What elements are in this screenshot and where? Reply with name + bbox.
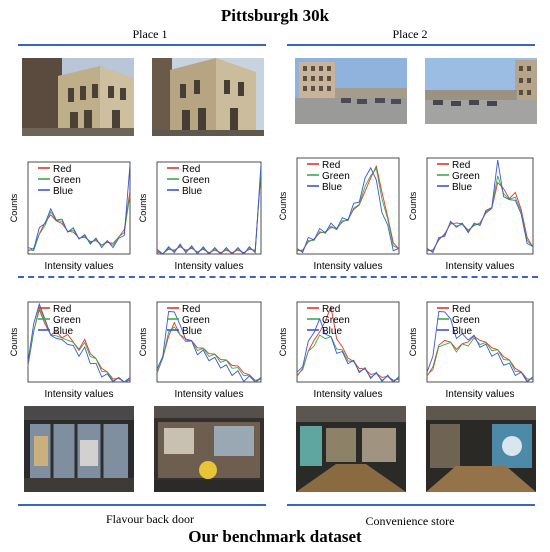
series-line-blue xyxy=(296,166,400,254)
legend-label-blue: Blue xyxy=(182,326,202,337)
y-axis-label: Counts xyxy=(278,191,288,220)
legend-label-red: Red xyxy=(452,160,470,171)
legend-label-green: Green xyxy=(182,315,210,326)
x-axis-label: Intensity values xyxy=(45,261,114,272)
plot-frame xyxy=(27,301,131,383)
series-line-blue xyxy=(27,164,131,250)
series-line-green xyxy=(296,167,400,252)
caption-convenience-store: Convenience store xyxy=(365,514,455,528)
x-axis-label: Intensity values xyxy=(314,389,383,400)
plot-frame xyxy=(27,161,131,255)
legend-label-green: Green xyxy=(53,315,81,326)
histogram-benchmark-left-b: Red Green Blue Counts Intensity values xyxy=(137,292,265,402)
footer-title: Our benchmark dataset xyxy=(188,527,362,546)
legend-label-blue: Blue xyxy=(322,326,342,337)
y-axis-label: Counts xyxy=(408,191,418,220)
legend-label-green: Green xyxy=(53,175,81,186)
place-2-bottom-rule xyxy=(287,504,535,506)
y-axis-label: Counts xyxy=(408,327,418,356)
legend-label-red: Red xyxy=(322,160,340,171)
legend-label-green: Green xyxy=(322,315,350,326)
series-line-red xyxy=(27,190,131,252)
legend-label-blue: Blue xyxy=(53,326,73,337)
series-line-blue xyxy=(426,311,534,383)
series-line-red xyxy=(156,321,262,381)
series-line-green xyxy=(296,334,400,383)
place-1-photo-b xyxy=(152,58,264,136)
legend-label-blue: Blue xyxy=(452,182,472,193)
place-2-label: Place 2 xyxy=(392,27,428,41)
histogram-place2-b: Red Green Blue Counts Intensity values xyxy=(407,148,537,274)
series-line-blue xyxy=(156,164,262,255)
series-line-green xyxy=(426,175,534,252)
legend-label-red: Red xyxy=(53,164,71,175)
x-axis-label: Intensity values xyxy=(175,389,244,400)
y-axis-label: Counts xyxy=(278,327,288,356)
x-axis-label: Intensity values xyxy=(45,389,114,400)
y-axis-label: Counts xyxy=(138,193,148,222)
series-line-blue xyxy=(156,311,262,383)
legend-label-blue: Blue xyxy=(53,186,73,197)
flavour-photo-b xyxy=(154,406,264,492)
place-1-bottom-rule xyxy=(18,504,266,506)
legend-label-green: Green xyxy=(322,171,350,182)
series-line-red xyxy=(426,335,534,380)
histogram-benchmark-left-a: Red Green Blue Counts Intensity values xyxy=(8,292,134,402)
series-line-green xyxy=(156,326,262,383)
place-2-rule xyxy=(287,44,535,46)
legend-label-red: Red xyxy=(322,304,340,315)
series-line-red xyxy=(296,305,400,381)
x-axis-label: Intensity values xyxy=(314,261,383,272)
place-1-rule xyxy=(18,44,266,46)
legend-label-red: Red xyxy=(53,304,71,315)
histogram-place1-a: Red Green Blue Counts Intensity values xyxy=(8,152,134,274)
legend-label-red: Red xyxy=(452,304,470,315)
convenience-photo-a xyxy=(296,406,406,492)
place-1-label: Place 1 xyxy=(132,27,168,41)
series-line-blue xyxy=(426,160,534,254)
y-axis-label: Counts xyxy=(138,327,148,356)
place-2-photo-a xyxy=(295,58,407,124)
series-line-blue xyxy=(296,317,400,383)
legend-label-green: Green xyxy=(452,315,480,326)
caption-flavour-back-door: Flavour back door xyxy=(106,512,194,526)
plot-frame xyxy=(426,301,534,383)
series-line-red xyxy=(426,181,534,252)
plot-frame xyxy=(296,157,400,255)
legend-label-blue: Blue xyxy=(182,186,202,197)
legend-label-red: Red xyxy=(182,164,200,175)
plot-frame xyxy=(296,301,400,383)
histogram-place2-a: Red Green Blue Counts Intensity values xyxy=(277,148,403,274)
x-axis-label: Intensity values xyxy=(446,389,515,400)
figure-title: Pittsburgh 30k xyxy=(220,6,330,25)
histogram-place1-b: Red Green Blue Counts Intensity values xyxy=(137,152,265,274)
histogram-benchmark-right-b: Red Green Blue Counts Intensity values xyxy=(407,292,537,402)
legend-label-red: Red xyxy=(182,304,200,315)
series-line-red xyxy=(27,308,131,383)
histogram-benchmark-right-a: Red Green Blue Counts Intensity values xyxy=(277,292,403,402)
x-axis-label: Intensity values xyxy=(446,261,515,272)
series-line-green xyxy=(426,337,534,382)
plot-frame xyxy=(156,301,262,383)
flavour-photo-a xyxy=(24,406,134,492)
plot-frame xyxy=(426,157,534,255)
place-2-photo-b xyxy=(425,58,537,124)
legend-label-blue: Blue xyxy=(452,326,472,337)
y-axis-label: Counts xyxy=(9,327,19,356)
convenience-photo-b xyxy=(426,406,536,492)
y-axis-label: Counts xyxy=(9,193,19,222)
x-axis-label: Intensity values xyxy=(175,261,244,272)
series-line-green xyxy=(27,194,131,252)
place-1-photo-a xyxy=(22,58,134,136)
section-divider xyxy=(18,276,538,278)
series-line-red xyxy=(156,170,262,255)
legend-label-blue: Blue xyxy=(322,182,342,193)
legend-label-green: Green xyxy=(452,171,480,182)
legend-label-green: Green xyxy=(182,175,210,186)
series-line-green xyxy=(27,305,131,383)
